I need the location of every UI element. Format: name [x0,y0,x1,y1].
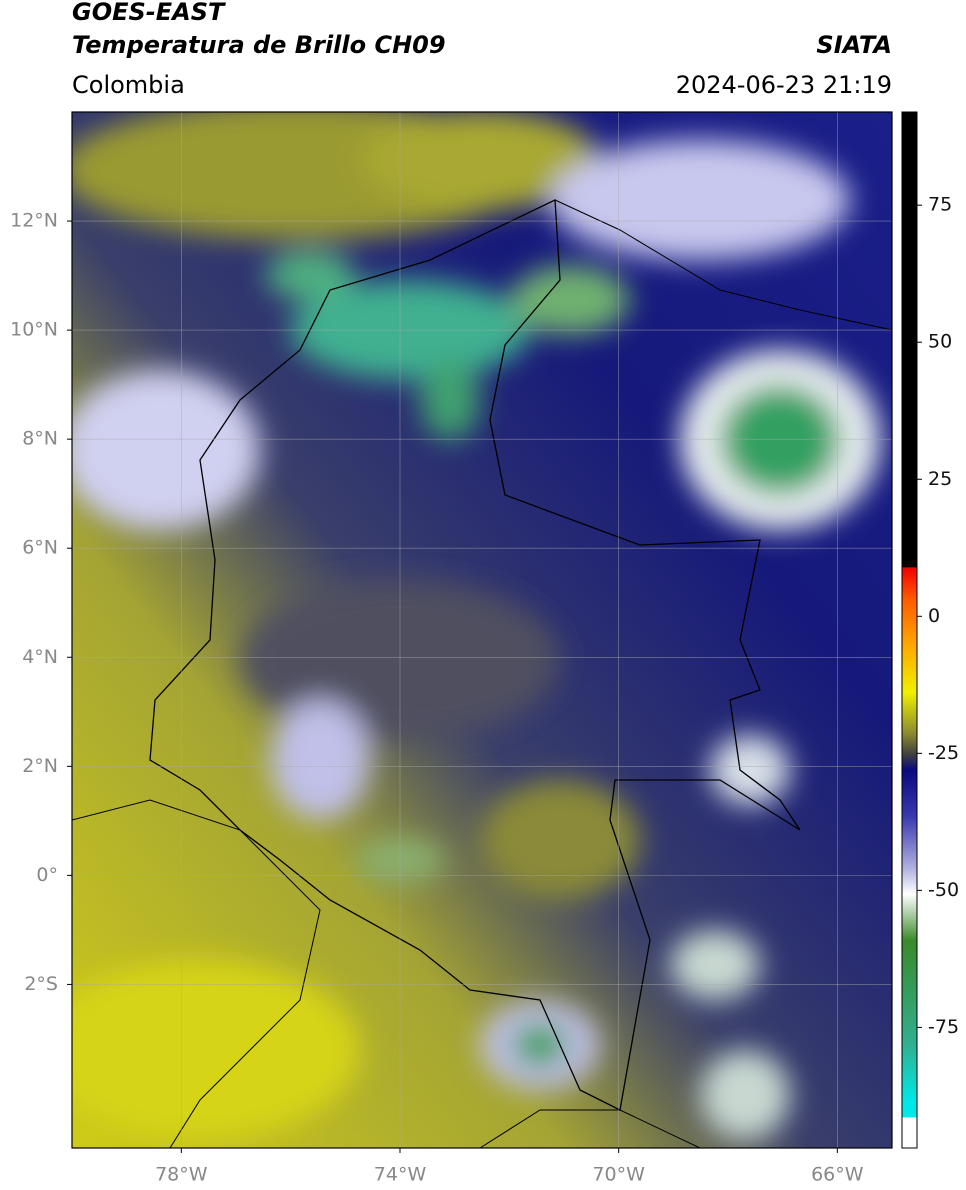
title: GOES-EAST [72,0,226,26]
lon-tick-label: 78°W [155,1164,208,1186]
lat-tick-label: 12°N [10,210,58,232]
lat-tick-label: 4°N [22,646,58,668]
border [479,1109,701,1148]
colorbar-tick-label: -25 [928,742,959,764]
colorbar-tick-label: 75 [928,194,952,216]
region: Colombia [72,71,185,99]
lat-tick-label: 8°N [22,428,58,450]
datetime: 2024-06-23 21:19 [676,71,892,99]
coastline [72,799,321,1148]
lon-tick-label: 70°W [592,1164,645,1186]
country-border [149,198,801,1111]
lat-tick-label: 2°S [24,973,58,995]
lon-tick-label: 66°W [811,1164,864,1186]
colorbar-tick-label: 25 [928,468,952,490]
lat-tick-label: 2°N [22,755,58,777]
colorbar-tick-label: 50 [928,331,952,353]
map-frame [71,111,893,1149]
lon-tick-label: 74°W [374,1164,427,1186]
colorbar-tick-label: -50 [928,879,959,901]
lat-tick-label: 6°N [22,537,58,559]
grid [72,112,892,1148]
map-image [72,112,892,1148]
colorbar [901,111,918,1149]
lat-tick-label: 0° [36,864,58,886]
colorbar-tick-label: 0 [928,605,940,627]
source: SIATA [816,31,892,59]
lat-tick-label: 10°N [10,319,58,341]
colorbar-tick-label: -75 [928,1016,959,1038]
subtitle: Temperatura de Brillo CH09 [72,31,446,59]
coastline [554,199,892,331]
